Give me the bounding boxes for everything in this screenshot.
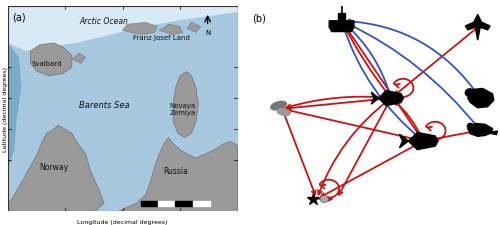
Polygon shape xyxy=(8,126,104,212)
Text: Arctic Ocean: Arctic Ocean xyxy=(80,17,128,26)
Circle shape xyxy=(466,90,474,97)
Polygon shape xyxy=(187,23,200,33)
Polygon shape xyxy=(122,23,157,35)
Polygon shape xyxy=(466,15,490,41)
Polygon shape xyxy=(338,14,345,22)
Text: Longitude (decimal degrees): Longitude (decimal degrees) xyxy=(78,219,168,224)
Circle shape xyxy=(468,124,473,129)
Circle shape xyxy=(320,196,328,203)
Polygon shape xyxy=(378,91,404,106)
Ellipse shape xyxy=(271,102,286,110)
Ellipse shape xyxy=(277,109,290,116)
Text: (a): (a) xyxy=(12,13,26,23)
Text: Russia: Russia xyxy=(163,166,188,175)
Polygon shape xyxy=(8,44,22,212)
Text: Norway: Norway xyxy=(39,162,68,171)
Polygon shape xyxy=(173,72,199,138)
Text: Franz Josef Land: Franz Josef Land xyxy=(133,34,190,40)
Polygon shape xyxy=(468,89,494,108)
Polygon shape xyxy=(160,25,182,35)
Polygon shape xyxy=(72,54,86,64)
Polygon shape xyxy=(8,7,237,52)
Text: Barents Sea: Barents Sea xyxy=(79,101,130,110)
Text: Novaya
Zemiya: Novaya Zemiya xyxy=(169,103,196,116)
Polygon shape xyxy=(118,138,238,212)
Polygon shape xyxy=(400,135,408,148)
Polygon shape xyxy=(468,124,492,137)
Polygon shape xyxy=(490,132,498,135)
Text: N: N xyxy=(205,30,210,36)
Polygon shape xyxy=(329,22,354,32)
Polygon shape xyxy=(372,93,378,105)
Polygon shape xyxy=(408,133,438,150)
Text: (b): (b) xyxy=(252,13,266,23)
Polygon shape xyxy=(8,7,237,211)
Text: Latitude (decimal degrees): Latitude (decimal degrees) xyxy=(2,67,7,151)
Text: Svalbard: Svalbard xyxy=(32,61,62,67)
Polygon shape xyxy=(30,44,72,76)
